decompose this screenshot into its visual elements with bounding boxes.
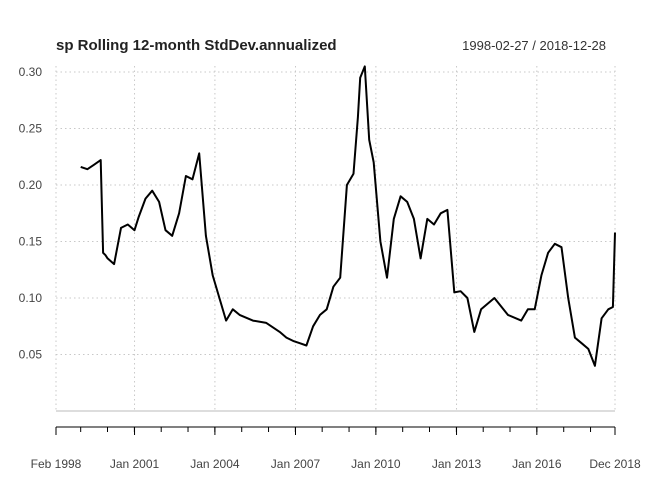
x-tick-label: Jan 2010: [351, 457, 401, 471]
x-tick-label: Jan 2004: [190, 457, 240, 471]
y-tick-label: 0.05: [19, 348, 43, 362]
y-tick-label: 0.15: [19, 235, 43, 249]
series-layer: [80, 65, 616, 367]
x-tick-label: Dec 2018: [589, 457, 641, 471]
grid-lines: [55, 66, 616, 411]
series-line: [80, 65, 616, 367]
y-tick-label: 0.10: [19, 291, 43, 305]
x-axis: Feb 1998 Jan 2001 Jan 2004 Jan 2007 Jan 2010…: [31, 410, 641, 471]
x-tick-label: Jan 2013: [432, 457, 482, 471]
date-range-label: 1998-02-27 / 2018-12-28: [462, 38, 606, 53]
x-tick-label: Jan 2016: [512, 457, 562, 471]
x-tick-label: Jan 2007: [271, 457, 321, 471]
chart-title: sp Rolling 12-month StdDev.annualized: [56, 37, 337, 54]
x-tick-label: Jan 2001: [110, 457, 160, 471]
x-tick-label: Feb 1998: [31, 457, 82, 471]
y-tick-label: 0.25: [19, 122, 43, 136]
y-tick-label: 0.30: [19, 65, 43, 79]
y-axis: 0.05 0.10 0.15 0.20 0.25 0.30: [19, 65, 43, 362]
y-tick-label: 0.20: [19, 178, 43, 192]
